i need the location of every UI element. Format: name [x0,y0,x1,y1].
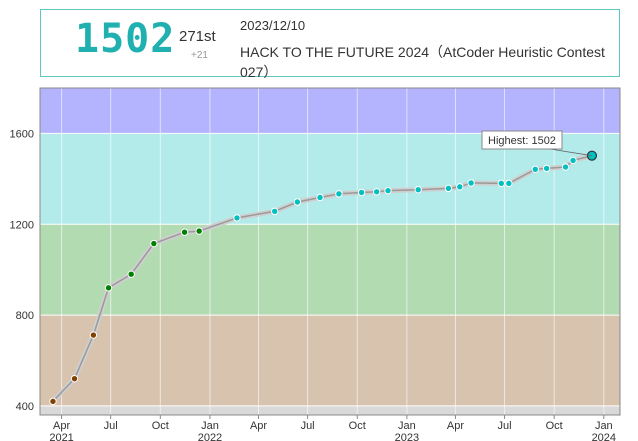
x-tick-year-label: 2021 [49,432,73,441]
data-point[interactable] [195,227,203,235]
data-point[interactable] [127,270,135,278]
x-tick-year-label: 2024 [592,432,616,441]
data-point[interactable] [456,183,464,191]
x-tick-label: Oct [546,420,563,432]
data-point[interactable] [150,239,158,248]
x-tick-label: Apr [250,420,267,432]
rating-band-1 [40,315,620,406]
data-point[interactable] [316,193,324,202]
data-point[interactable] [561,163,570,171]
data-point[interactable] [293,198,302,206]
data-point[interactable] [104,284,113,292]
data-point[interactable] [531,165,539,173]
x-tick-label: Jul [498,420,512,432]
data-point[interactable] [542,164,551,173]
data-point[interactable] [497,179,506,188]
x-tick-year-label: 2022 [198,432,222,441]
y-tick-label: 1600 [10,128,34,140]
x-tick-label: Jul [301,420,315,432]
data-point[interactable] [444,184,453,193]
data-point[interactable] [70,374,79,383]
rating-band-4 [40,88,620,134]
x-tick-label: Jan [595,420,613,432]
highest-callout-line [549,148,593,157]
x-tick-label: Jan [201,420,219,432]
y-tick-label: 1200 [10,219,34,231]
rating-delta: +21 [191,50,208,61]
data-point[interactable] [335,190,343,198]
data-point[interactable] [372,188,381,196]
x-tick-label: Jul [104,420,118,432]
plot-frame [39,87,621,416]
x-tick-label: Oct [152,420,169,432]
rank-value: 271st [179,28,216,45]
highest-callout-label: Highest: 1502 [488,135,556,147]
x-tick-label: Apr [53,420,70,432]
x-tick-label: Apr [447,420,464,432]
data-point[interactable] [384,186,392,195]
data-point[interactable] [414,186,422,194]
data-point[interactable] [357,188,366,197]
contest-name[interactable]: HACK TO THE FUTURE 2024（AtCoder Heuristi… [240,44,605,80]
data-point[interactable] [233,214,241,222]
data-point[interactable] [49,397,57,406]
data-point[interactable] [467,179,475,187]
y-tick-label: 800 [16,310,34,322]
data-point[interactable] [180,228,189,236]
highest-callout-box [481,130,563,150]
x-tick-label: Oct [349,420,366,432]
rating-value: 1502 [75,16,176,62]
data-point[interactable] [89,331,98,339]
x-tick-label: Jan [398,420,416,432]
data-point[interactable] [569,156,577,165]
x-tick-year-label: 2023 [395,432,419,441]
data-point[interactable] [270,207,279,216]
y-tick-label: 400 [16,401,34,413]
rating-band-0 [40,405,620,415]
data-point[interactable] [505,179,513,188]
rating-band-2 [40,224,620,316]
contest-date: 2023/12/10 [240,18,306,33]
contest-info-panel: 1502 271st +21 2023/12/10 HACK TO THE FU… [40,9,620,80]
